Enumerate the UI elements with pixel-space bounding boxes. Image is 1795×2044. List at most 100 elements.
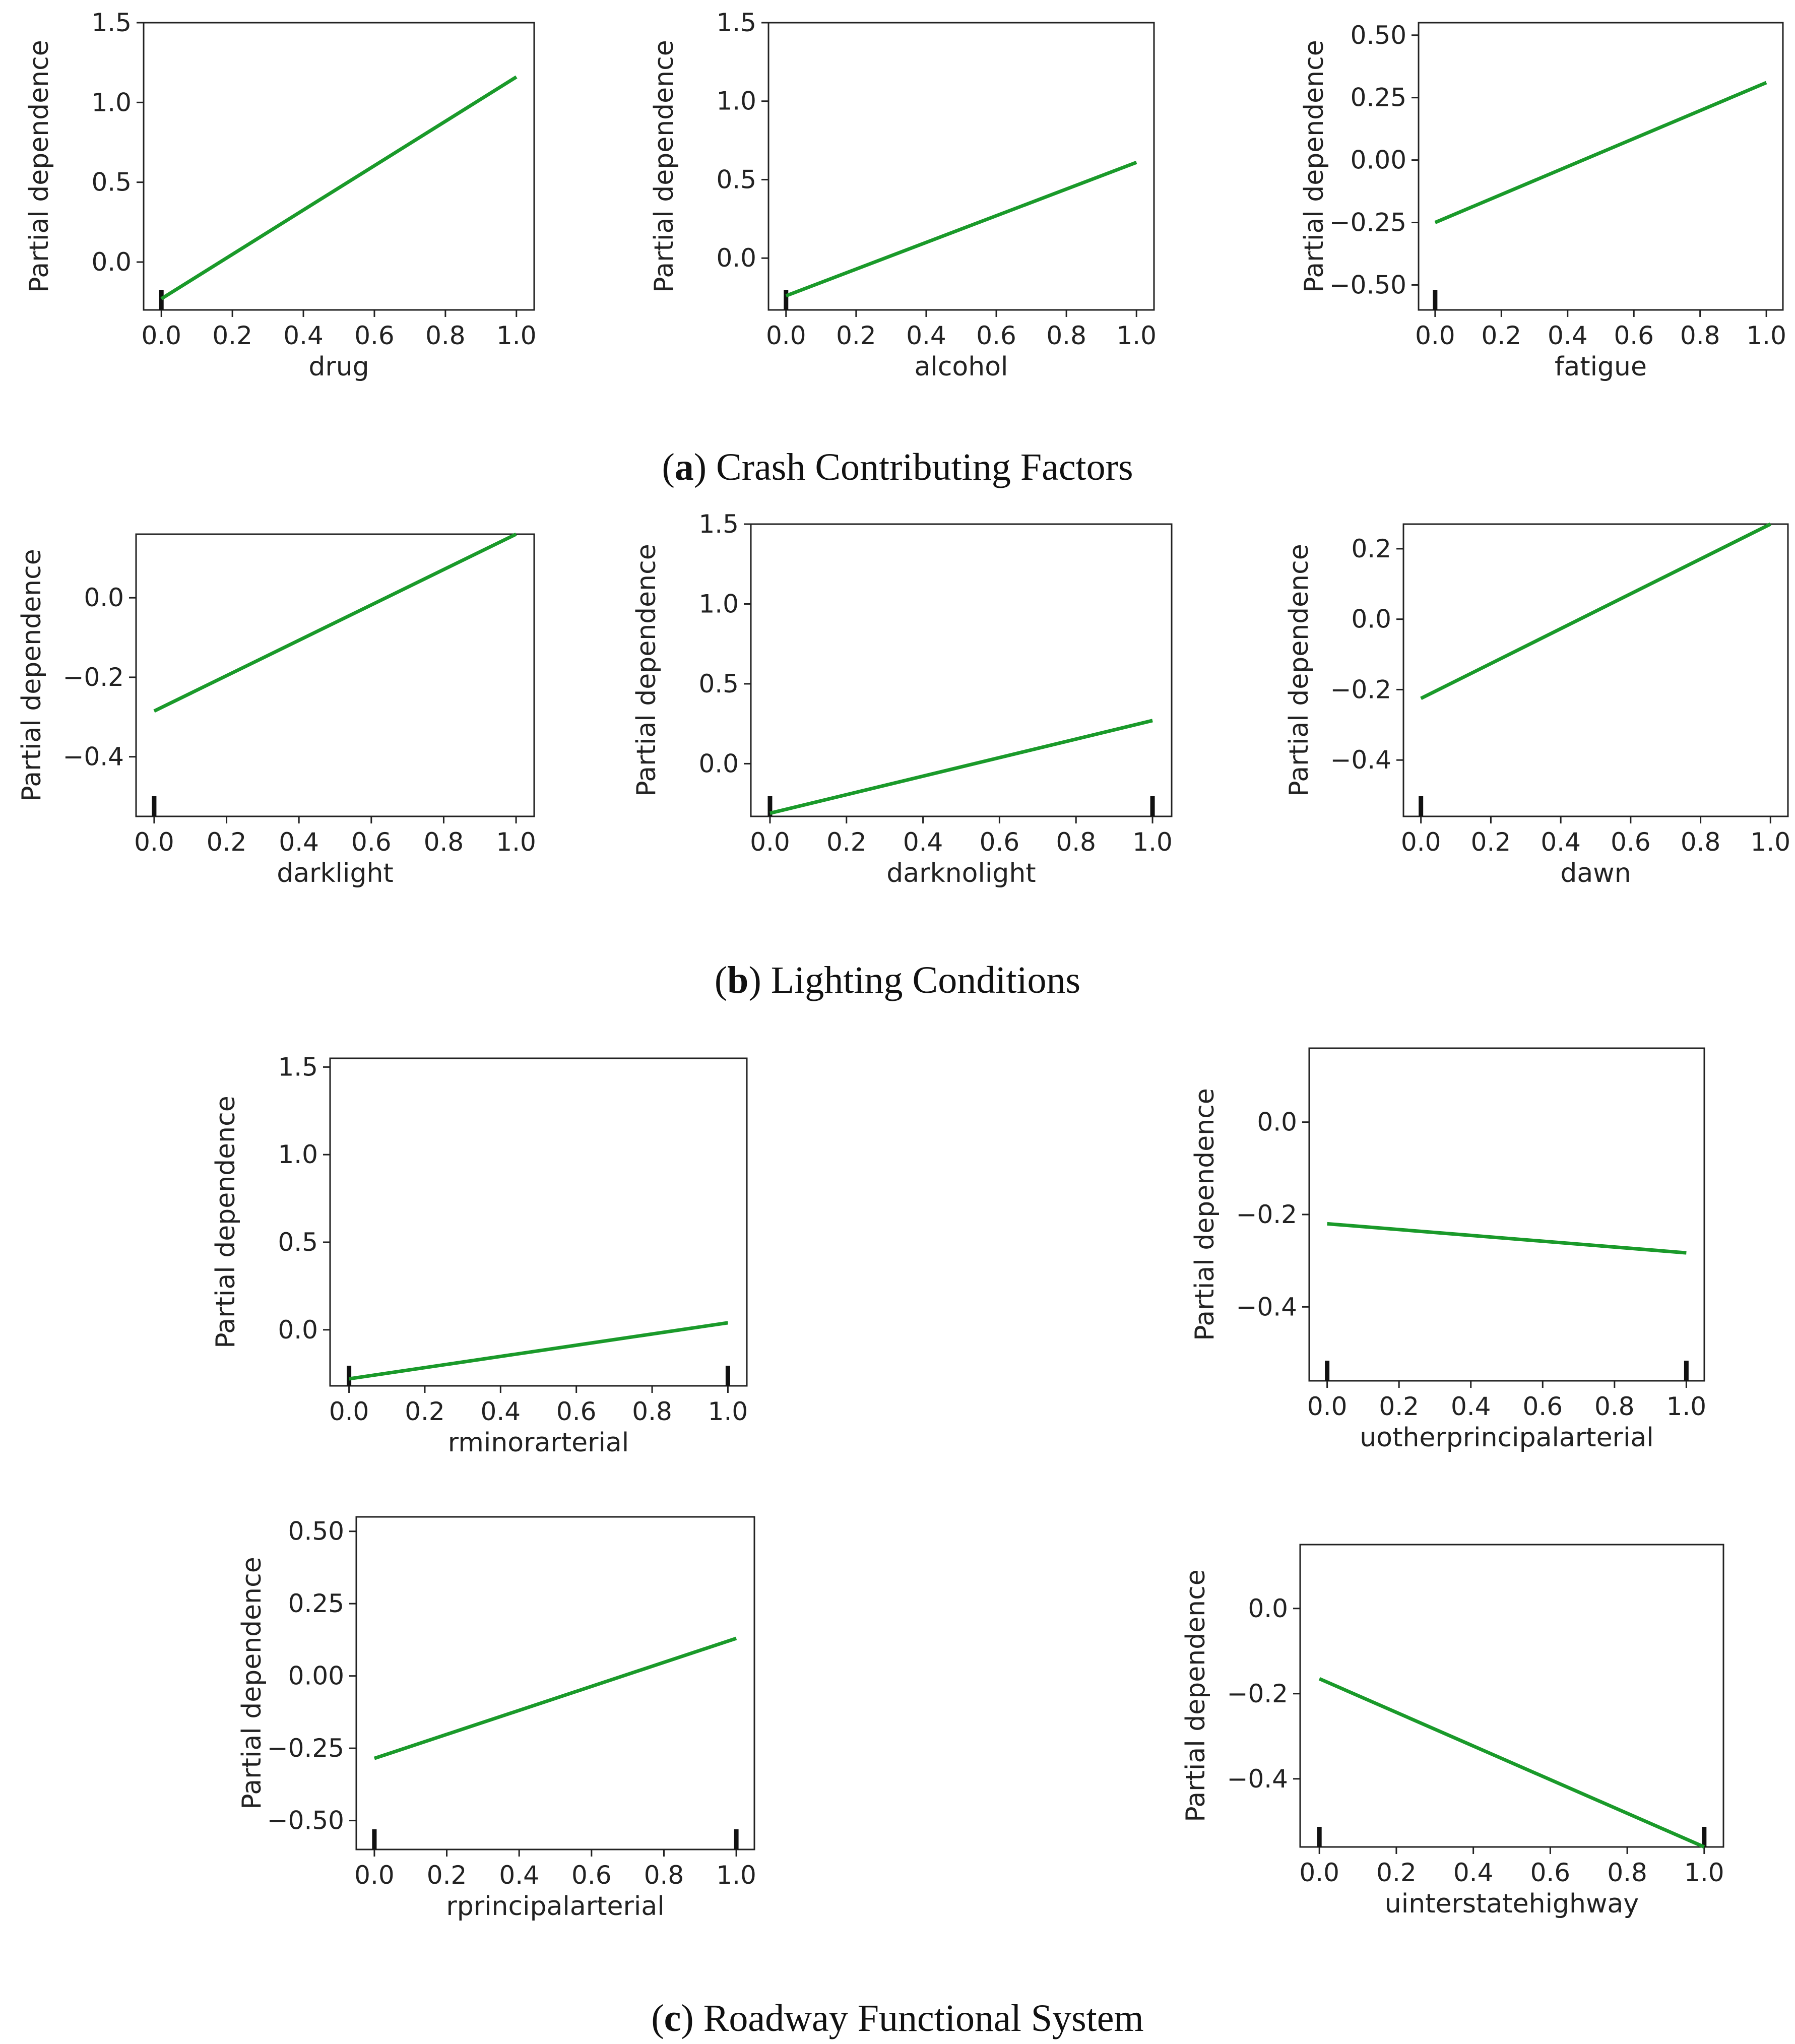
y-axis-label: Partial dependence	[631, 544, 662, 796]
plot-frame	[750, 523, 1173, 817]
x-tick-label: 0.0	[766, 321, 806, 350]
y-tick-label: 0.2	[1351, 534, 1391, 563]
x-tick-label: 1.0	[1116, 321, 1157, 350]
x-axis-label: dawn	[1560, 858, 1631, 888]
x-tick-label: 0.4	[903, 827, 943, 857]
series-line	[770, 719, 1153, 815]
plot-frame	[1299, 1544, 1724, 1848]
x-tick-label: 0.8	[424, 827, 464, 857]
x-tick-label: 0.2	[1471, 827, 1511, 857]
x-tick-label: 0.0	[141, 321, 181, 350]
x-tick-label: 0.2	[836, 321, 876, 350]
x-tick-label: 0.8	[1607, 1858, 1647, 1887]
x-axis-label: alcohol	[915, 352, 1008, 382]
x-tick-label: 0.2	[427, 1861, 467, 1890]
x-tick-label: 0.4	[1453, 1858, 1494, 1887]
caption-a: (a) Crash Contributing Factors	[662, 446, 1133, 488]
y-axis-label: Partial dependence	[1299, 40, 1329, 292]
series-line	[153, 532, 517, 713]
y-tick-label: −0.50	[1329, 270, 1406, 299]
x-tick-label: 0.0	[134, 827, 174, 857]
plot-frame	[143, 22, 535, 311]
x-tick-label: 0.6	[976, 321, 1016, 350]
x-tick-label: 0.0	[1401, 827, 1441, 857]
x-tick-label: 0.4	[1548, 321, 1588, 350]
y-tick-label: 1.5	[278, 1052, 318, 1081]
x-tick-label: 0.4	[906, 321, 946, 350]
y-tick-label: −0.2	[1330, 675, 1391, 704]
x-tick-label: 0.4	[499, 1861, 539, 1890]
caption-b: (b) Lighting Conditions	[715, 959, 1080, 1001]
x-tick-label: 1.0	[1751, 827, 1791, 857]
x-axis-label: rminorarterial	[448, 1428, 629, 1458]
series-line	[373, 1636, 737, 1760]
x-axis-label: fatigue	[1555, 352, 1647, 382]
y-tick-label: 0.25	[288, 1589, 344, 1618]
x-tick-label: 0.0	[1299, 1858, 1339, 1887]
x-tick-label: 1.0	[1666, 1392, 1707, 1421]
series-line	[1318, 1677, 1705, 1849]
y-tick-label: 0.00	[288, 1662, 344, 1691]
x-axis-label: darknolight	[886, 858, 1036, 888]
x-axis-label: uinterstatehighway	[1385, 1889, 1639, 1919]
x-tick-label: 0.0	[1415, 321, 1455, 350]
x-tick-label: 0.0	[354, 1861, 395, 1890]
x-axis-label: darklight	[277, 858, 394, 888]
x-tick-label: 0.2	[1482, 321, 1522, 350]
x-tick-label: 0.6	[980, 827, 1020, 857]
x-tick-label: 0.4	[283, 321, 324, 350]
y-tick-label: 0.0	[716, 243, 756, 273]
x-tick-label: 0.2	[405, 1397, 445, 1426]
x-tick-label: 1.0	[1132, 827, 1173, 857]
panel-c-1: 0.0 0.2 0.4 0.6 0.8 1.0 0.0 0.5 1.0 1.5 rminorarte…	[211, 1052, 748, 1458]
x-tick-label: 0.8	[632, 1397, 672, 1426]
x-tick-label: 0.8	[644, 1861, 684, 1890]
panel-c-2: 0.0 0.2 0.4 0.6 0.8 1.0 −0.4 −0.2 0.0 uotherprinc…	[1190, 1047, 1707, 1453]
x-tick-label: 1.0	[1684, 1858, 1724, 1887]
panel-a-2: 0.0 0.2 0.4 0.6 0.8 1.0 0.0 0.5 1.0 1.5 alcohol Par…	[649, 8, 1157, 382]
y-tick-label: 1.0	[698, 589, 739, 618]
series-line	[349, 1321, 728, 1381]
series-line	[785, 160, 1137, 298]
x-tick-label: 0.8	[1046, 321, 1086, 350]
x-tick-label: 0.6	[1523, 1392, 1563, 1421]
y-axis-label: Partial dependence	[211, 1096, 241, 1348]
plot-frame	[1402, 523, 1789, 817]
y-tick-label: 0.0	[91, 247, 132, 277]
y-tick-label: 0.0	[84, 583, 124, 612]
y-tick-label: −0.2	[1227, 1679, 1288, 1708]
panel-b-3: 0.0 0.2 0.4 0.6 0.8 1.0 −0.4 −0.2 0.0 0.2 dawn Part…	[1284, 522, 1791, 888]
y-tick-label: 0.5	[716, 165, 756, 194]
y-axis-label: Partial dependence	[237, 1557, 267, 1809]
plot-frame	[1418, 22, 1784, 311]
x-tick-label: 1.0	[708, 1397, 748, 1426]
x-tick-label: 0.6	[1611, 827, 1651, 857]
y-tick-label: 1.0	[278, 1140, 318, 1169]
x-tick-label: 0.4	[1451, 1392, 1491, 1421]
series-line	[160, 75, 518, 300]
x-tick-label: 0.8	[1680, 321, 1720, 350]
x-tick-label: 0.6	[1614, 321, 1654, 350]
x-tick-label: 1.0	[496, 321, 537, 350]
y-tick-label: 1.5	[716, 8, 756, 37]
y-tick-label: 0.50	[288, 1517, 344, 1546]
panel-c-4: 0.0 0.2 0.4 0.6 0.8 1.0 −0.4 −0.2 0.0 uinterstate…	[1181, 1544, 1724, 1919]
series-line	[1434, 81, 1767, 224]
y-tick-label: −0.4	[63, 742, 124, 772]
panel-a-1: 0.0 0.2 0.4 0.6 0.8 1.0 0.0 0.5 1.0 1.5 drug Partia…	[24, 8, 537, 382]
x-axis-label: drug	[308, 352, 369, 382]
y-tick-label: 0.00	[1351, 146, 1406, 175]
x-tick-label: 0.8	[1594, 1392, 1635, 1421]
y-tick-label: 0.0	[278, 1315, 318, 1345]
panels-layer: 0.0 0.2 0.4 0.6 0.8 1.0 0.0 0.5 1.0 1.5 drug Partia…	[17, 8, 1790, 1922]
y-axis-label: Partial dependence	[1284, 544, 1314, 796]
y-tick-label: 1.5	[698, 509, 739, 539]
y-tick-label: 0.0	[1257, 1108, 1297, 1137]
y-axis-label: Partial dependence	[649, 40, 679, 292]
x-tick-label: 0.8	[425, 321, 466, 350]
x-tick-label: 0.4	[279, 827, 319, 857]
caption-c: (c) Roadway Functional System	[651, 1997, 1143, 2039]
x-tick-label: 0.8	[1056, 827, 1096, 857]
y-axis-label: Partial dependence	[17, 549, 47, 801]
x-tick-label: 0.2	[212, 321, 252, 350]
